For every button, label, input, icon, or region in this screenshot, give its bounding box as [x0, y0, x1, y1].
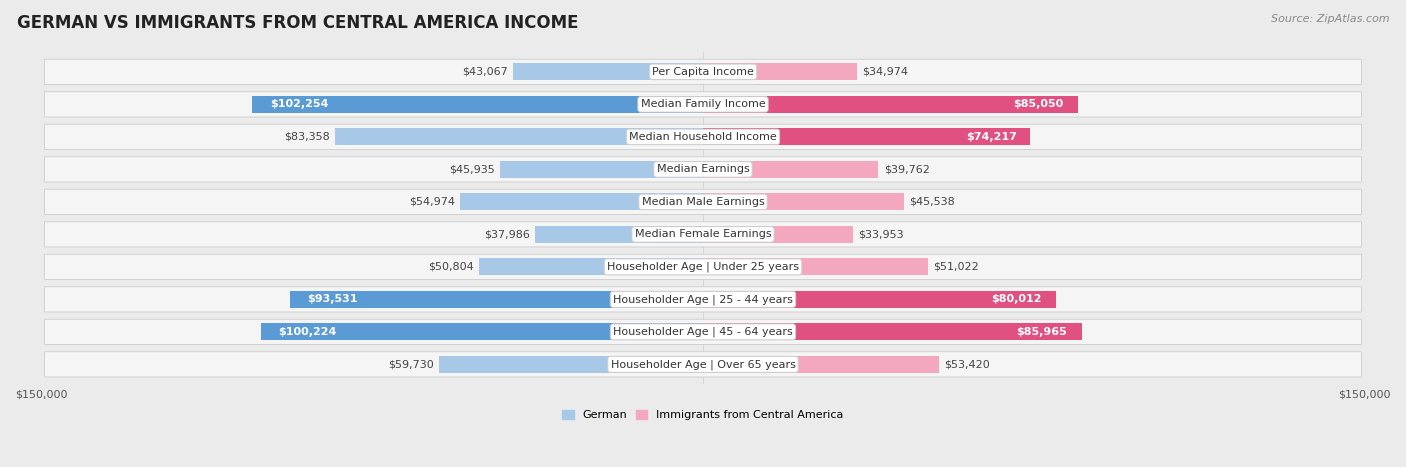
FancyBboxPatch shape	[45, 352, 1361, 377]
Text: $80,012: $80,012	[991, 294, 1042, 304]
Bar	[513, 64, 703, 80]
Text: Median Earnings: Median Earnings	[657, 164, 749, 174]
FancyBboxPatch shape	[45, 287, 1361, 312]
Bar	[461, 193, 703, 210]
Bar	[536, 226, 703, 243]
Bar	[703, 258, 928, 276]
Text: $34,974: $34,974	[863, 67, 908, 77]
Bar	[703, 128, 1031, 145]
Text: Householder Age | 45 - 64 years: Householder Age | 45 - 64 years	[613, 326, 793, 337]
Text: Householder Age | Over 65 years: Householder Age | Over 65 years	[610, 359, 796, 369]
Bar	[440, 356, 703, 373]
Text: $85,050: $85,050	[1012, 99, 1063, 109]
Text: $83,358: $83,358	[284, 132, 330, 142]
Text: Median Male Earnings: Median Male Earnings	[641, 197, 765, 207]
Bar	[501, 161, 703, 178]
Text: $59,730: $59,730	[388, 360, 434, 369]
Bar	[703, 193, 904, 210]
Bar	[291, 291, 703, 308]
Text: $74,217: $74,217	[966, 132, 1018, 142]
Text: Householder Age | Under 25 years: Householder Age | Under 25 years	[607, 262, 799, 272]
Bar	[703, 96, 1078, 113]
Text: $43,067: $43,067	[463, 67, 508, 77]
FancyBboxPatch shape	[45, 59, 1361, 85]
FancyBboxPatch shape	[45, 124, 1361, 149]
Text: $102,254: $102,254	[270, 99, 329, 109]
Text: $39,762: $39,762	[884, 164, 929, 174]
Text: $85,965: $85,965	[1017, 327, 1067, 337]
Bar	[262, 324, 703, 340]
Bar	[703, 356, 939, 373]
Text: GERMAN VS IMMIGRANTS FROM CENTRAL AMERICA INCOME: GERMAN VS IMMIGRANTS FROM CENTRAL AMERIC…	[17, 14, 578, 32]
Text: Per Capita Income: Per Capita Income	[652, 67, 754, 77]
FancyBboxPatch shape	[45, 222, 1361, 247]
Bar	[703, 226, 853, 243]
Text: $100,224: $100,224	[278, 327, 337, 337]
Bar	[703, 291, 1056, 308]
Bar	[252, 96, 703, 113]
Text: Householder Age | 25 - 44 years: Householder Age | 25 - 44 years	[613, 294, 793, 304]
FancyBboxPatch shape	[45, 157, 1361, 182]
FancyBboxPatch shape	[45, 189, 1361, 214]
Text: Source: ZipAtlas.com: Source: ZipAtlas.com	[1271, 14, 1389, 24]
FancyBboxPatch shape	[45, 92, 1361, 117]
Bar	[703, 324, 1083, 340]
Text: Median Female Earnings: Median Female Earnings	[634, 229, 772, 240]
Text: $53,420: $53,420	[943, 360, 990, 369]
FancyBboxPatch shape	[45, 254, 1361, 279]
Text: $54,974: $54,974	[409, 197, 456, 207]
Text: Median Family Income: Median Family Income	[641, 99, 765, 109]
Legend: German, Immigrants from Central America: German, Immigrants from Central America	[558, 405, 848, 425]
FancyBboxPatch shape	[45, 319, 1361, 345]
Text: $37,986: $37,986	[484, 229, 530, 240]
Text: $50,804: $50,804	[427, 262, 474, 272]
Text: $33,953: $33,953	[858, 229, 904, 240]
Text: $93,531: $93,531	[307, 294, 357, 304]
Text: $45,935: $45,935	[450, 164, 495, 174]
Text: Median Household Income: Median Household Income	[628, 132, 778, 142]
Text: $51,022: $51,022	[934, 262, 979, 272]
Bar	[703, 64, 858, 80]
Bar	[479, 258, 703, 276]
Bar	[335, 128, 703, 145]
Bar	[703, 161, 879, 178]
Text: $45,538: $45,538	[910, 197, 955, 207]
